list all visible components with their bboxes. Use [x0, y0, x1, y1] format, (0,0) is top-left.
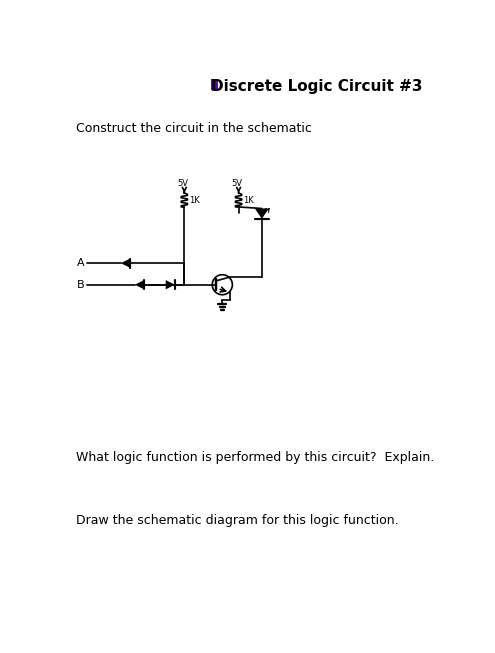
Text: A: A — [77, 258, 85, 268]
Text: 5V: 5V — [232, 180, 243, 189]
Text: Draw the schematic diagram for this logic function.: Draw the schematic diagram for this logi… — [76, 514, 398, 527]
Text: 1K: 1K — [189, 195, 199, 204]
Polygon shape — [121, 259, 130, 268]
Text: Construct the circuit in the schematic: Construct the circuit in the schematic — [76, 122, 312, 135]
Text: 5V: 5V — [177, 180, 188, 189]
FancyBboxPatch shape — [211, 79, 218, 90]
Polygon shape — [255, 208, 269, 219]
Polygon shape — [166, 280, 175, 289]
Text: B: B — [77, 279, 85, 290]
Text: What logic function is performed by this circuit?  Explain.: What logic function is performed by this… — [76, 451, 434, 464]
Polygon shape — [135, 280, 144, 289]
Text: Discrete Logic Circuit #3: Discrete Logic Circuit #3 — [211, 79, 423, 94]
Text: 1K: 1K — [243, 195, 254, 204]
